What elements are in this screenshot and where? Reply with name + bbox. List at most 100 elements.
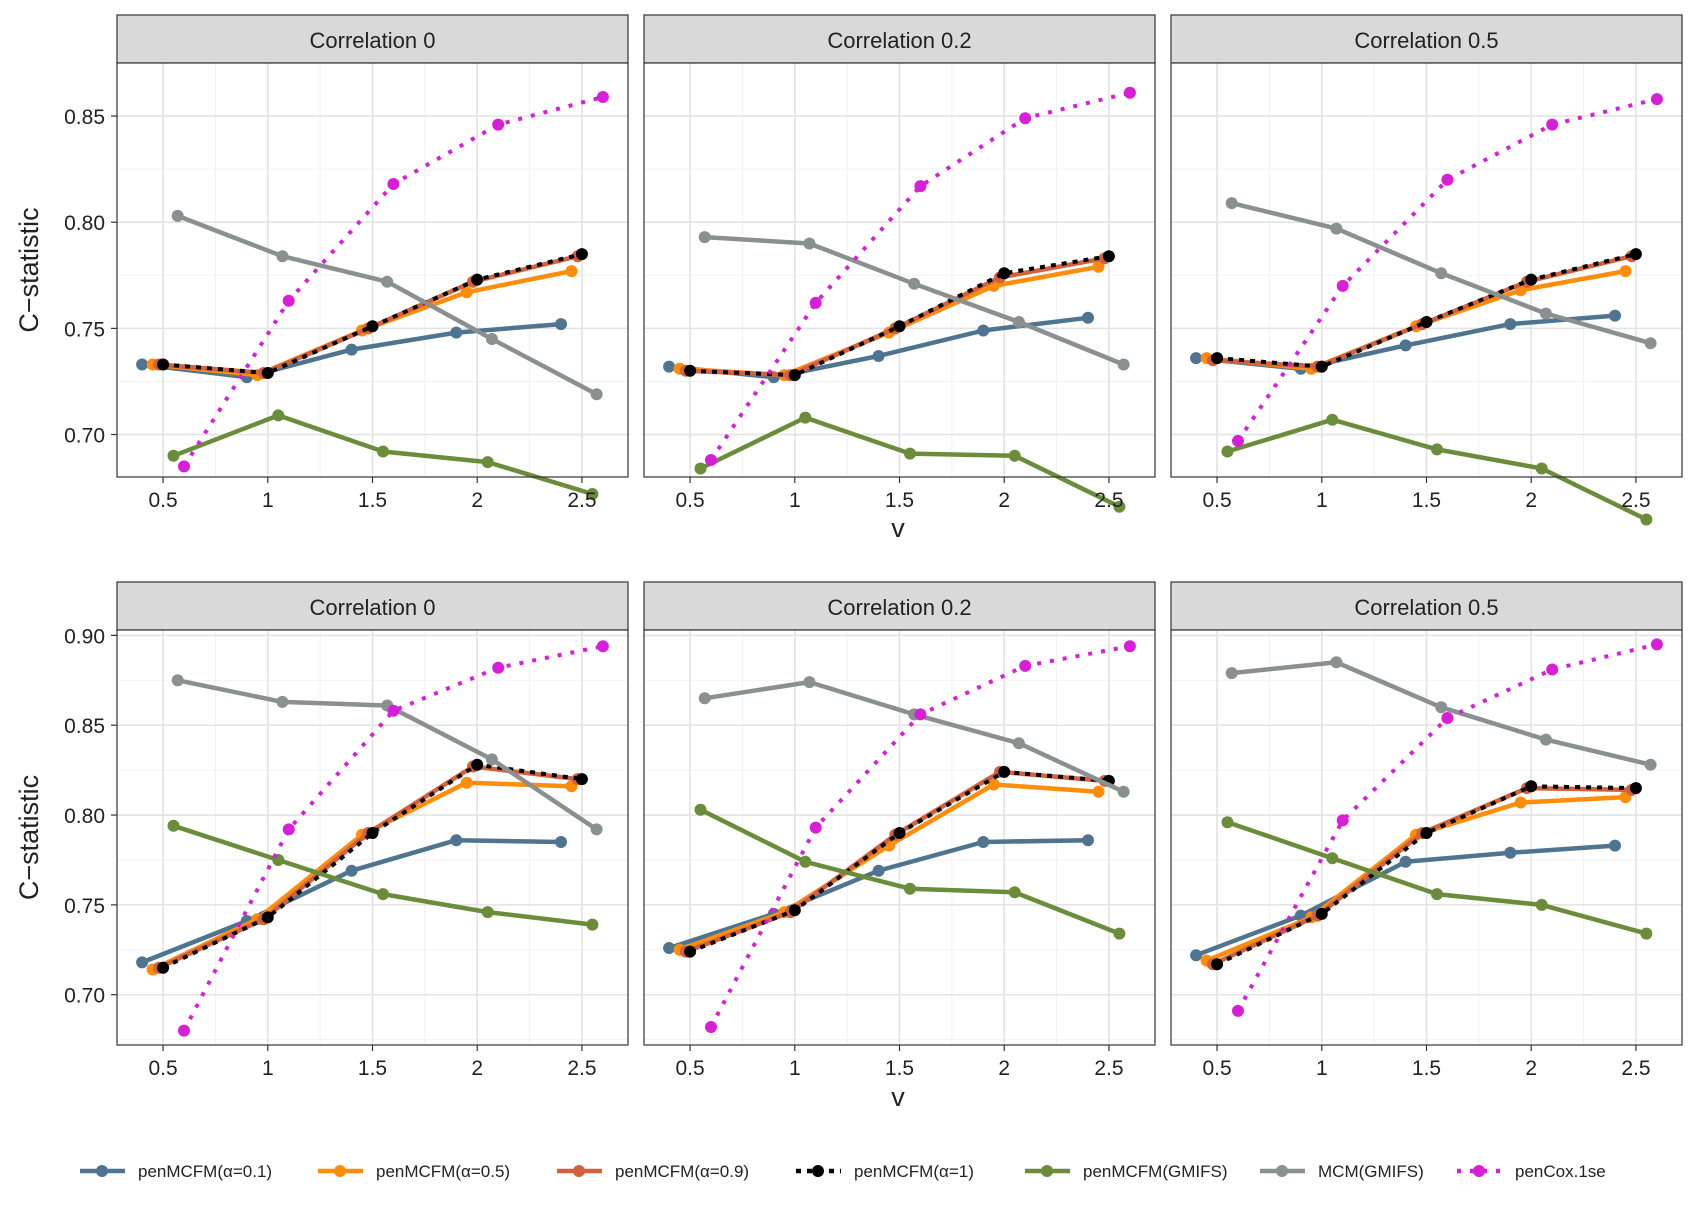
data-point	[1092, 785, 1105, 798]
x-axis-title: v	[891, 513, 905, 543]
legend-label: penMCFM(GMIFS)	[1083, 1162, 1228, 1181]
x-tick-label: 1	[1316, 1057, 1328, 1080]
data-point	[1326, 852, 1339, 865]
data-point	[485, 333, 498, 345]
x-tick-label: 2	[471, 489, 483, 512]
x-tick-label: 2.5	[1621, 489, 1650, 512]
data-point	[1315, 360, 1328, 373]
y-tick-label: 0.80	[64, 212, 105, 235]
facet-strip	[1170, 14, 1683, 64]
data-point	[590, 823, 603, 836]
data-point	[1082, 311, 1094, 324]
facet-title: Correlation 0.5	[1354, 28, 1498, 53]
data-point	[1435, 701, 1448, 714]
x-tick-label: 1.5	[885, 489, 914, 512]
data-point	[345, 343, 358, 356]
x-tick-label: 1	[789, 1057, 801, 1080]
data-point	[1211, 352, 1224, 365]
data-point	[1619, 265, 1632, 278]
x-tick-label: 2.5	[1094, 1057, 1123, 1080]
y-axis-title: C−statistic	[14, 207, 44, 332]
data-point	[705, 1021, 717, 1033]
data-point	[977, 324, 990, 337]
data-point	[555, 318, 567, 331]
data-point	[684, 945, 697, 958]
data-point	[1650, 93, 1663, 106]
x-tick-label: 2	[998, 1057, 1010, 1080]
data-point	[893, 320, 906, 333]
legend-item: MCM(GMIFS)	[1260, 1162, 1424, 1181]
facet-strip	[643, 14, 1156, 64]
series-line	[162, 252, 583, 375]
data-point	[799, 855, 812, 868]
data-point	[1113, 500, 1126, 513]
y-tick-label: 0.70	[64, 985, 105, 1008]
data-point	[276, 250, 289, 263]
data-point	[450, 326, 463, 339]
x-tick-label: 0.5	[675, 489, 704, 512]
data-point	[555, 836, 567, 848]
data-point	[575, 248, 588, 261]
x-tick-label: 2.5	[1621, 1057, 1650, 1080]
data-point	[1420, 827, 1433, 839]
facet-title: Correlation 0	[310, 28, 436, 53]
data-point	[1609, 309, 1621, 322]
data-point	[377, 445, 389, 458]
data-point	[381, 275, 394, 288]
data-point	[1008, 449, 1021, 462]
data-point	[684, 364, 697, 377]
facet-panel: Correlation 0.2 0.5 1 1.5 2 2.5	[643, 14, 1156, 513]
data-point	[485, 753, 498, 766]
data-point	[705, 454, 717, 466]
y-tick-label: 0.70	[64, 425, 105, 448]
data-point	[171, 209, 184, 222]
x-tick-label: 2	[1525, 489, 1537, 512]
data-point	[1539, 307, 1552, 320]
legend-key-point	[334, 1165, 346, 1177]
legend-item: penMCFM(α=0.5)	[318, 1162, 510, 1181]
data-point	[282, 294, 295, 307]
data-point	[178, 1024, 190, 1037]
data-point	[1640, 513, 1653, 526]
data-point	[1431, 443, 1443, 456]
data-point	[663, 942, 676, 954]
legend-item: penMCFM(α=0.9)	[557, 1162, 749, 1181]
legend-label: penMCFM(α=0.9)	[615, 1162, 749, 1181]
data-point	[904, 447, 916, 460]
data-point	[590, 388, 603, 401]
data-point	[167, 819, 180, 832]
data-point	[1504, 318, 1517, 331]
facet-panel: Correlation 0.5 0.5 1 1.5 2 2.5	[1170, 14, 1683, 526]
x-tick-label: 1.5	[1412, 489, 1441, 512]
y-tick-label: 0.75	[64, 895, 105, 918]
data-point	[803, 676, 816, 689]
data-point	[1640, 927, 1653, 940]
data-point	[366, 320, 379, 333]
data-point	[698, 231, 711, 244]
data-point	[178, 460, 190, 473]
x-tick-label: 2	[998, 489, 1010, 512]
facet-title: Correlation 0.2	[827, 28, 971, 53]
data-point	[387, 704, 400, 717]
data-point	[1190, 949, 1203, 962]
legend-label: penMCFM(α=0.5)	[376, 1162, 510, 1181]
data-point	[157, 961, 170, 974]
data-point	[261, 911, 274, 924]
data-point	[914, 708, 927, 721]
data-point	[1546, 118, 1559, 131]
data-point	[872, 350, 885, 362]
data-point	[586, 488, 599, 500]
data-point	[387, 178, 400, 190]
facet-panel: Correlation 0.5 0.5 1 1.5 2 2.5	[1170, 581, 1683, 1080]
facet-strip	[1170, 581, 1683, 631]
x-tick-label: 0.5	[148, 489, 177, 512]
legend-label: penCox.1se	[1515, 1162, 1606, 1181]
data-point	[1113, 927, 1126, 940]
data-point	[977, 836, 990, 848]
data-point	[803, 237, 816, 250]
x-tick-label: 1.5	[1412, 1057, 1441, 1080]
series-line	[182, 644, 604, 1032]
data-point	[1221, 445, 1234, 458]
data-point	[1336, 814, 1349, 827]
data-point	[481, 456, 494, 469]
